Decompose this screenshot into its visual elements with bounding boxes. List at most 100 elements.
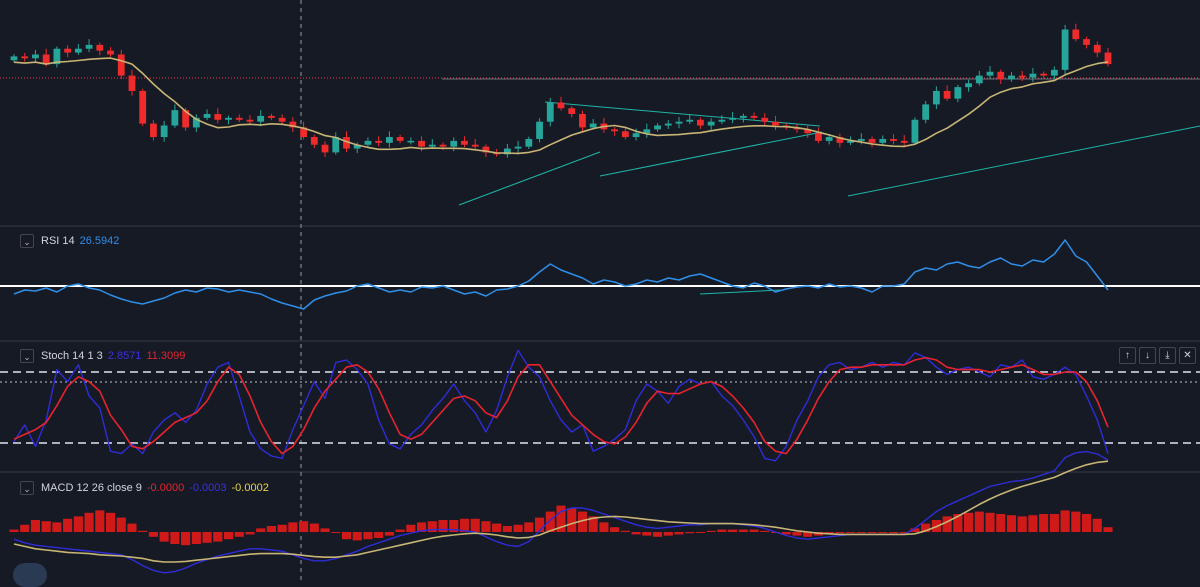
macd-histogram-bar <box>288 522 298 532</box>
macd-histogram-bar <box>223 532 234 540</box>
candle-body <box>815 133 822 141</box>
macd-histogram-bar <box>309 523 319 532</box>
macd-histogram-bar <box>685 532 695 534</box>
macd-histogram-bar <box>277 524 287 532</box>
macd-histogram-bar <box>470 518 480 532</box>
candle-body <box>943 90 951 99</box>
candle-body <box>718 119 726 122</box>
macd-histogram-bar <box>1092 518 1102 532</box>
macd-histogram-bar <box>599 522 609 532</box>
macd-histogram-bar <box>910 528 920 532</box>
macd-histogram-bar <box>52 522 62 532</box>
macd-histogram-bar <box>20 524 30 532</box>
macd-histogram-bar <box>1006 515 1017 532</box>
macd-line <box>13 450 1109 574</box>
candle-body <box>503 148 511 155</box>
macd-histogram-bar <box>105 512 116 532</box>
candle-body <box>654 125 661 130</box>
macd-histogram-bar <box>985 512 995 532</box>
candle-body <box>471 144 479 147</box>
macd-histogram-bar <box>738 529 748 532</box>
stoch-collapse-chevron-icon[interactable]: ⌄ <box>20 349 34 363</box>
candle-body <box>246 119 254 122</box>
candle-body <box>396 137 404 141</box>
candle-body <box>139 90 147 124</box>
macd-histogram-bar <box>1049 514 1059 532</box>
macd-histogram-bar <box>556 505 566 532</box>
macd-histogram-bar <box>545 511 555 532</box>
candle-body <box>482 146 490 153</box>
candle-body <box>772 121 779 126</box>
macd-histogram-bar <box>567 508 577 532</box>
macd-histogram-bar <box>406 524 416 532</box>
candle-body <box>385 137 393 143</box>
macd-histogram-bar <box>642 532 652 536</box>
tradingview-logo-icon[interactable] <box>13 563 47 587</box>
macd-histogram-bar <box>95 510 105 532</box>
rsi-collapse-chevron-icon[interactable]: ⌄ <box>20 234 34 248</box>
rsi-legend: ⌄ RSI 14 26.5942 <box>20 232 119 250</box>
candle-body <box>300 127 307 138</box>
move-pane-down-icon[interactable]: ↓ <box>1139 347 1156 364</box>
candle-body <box>461 140 468 145</box>
macd-histogram-bar <box>395 529 405 532</box>
candle-body <box>611 129 619 132</box>
macd-histogram-bar <box>888 532 899 534</box>
close-pane-icon[interactable]: ✕ <box>1179 347 1196 364</box>
macd-histogram-bar <box>534 517 545 532</box>
candle-body <box>117 54 125 76</box>
macd-hist-value: -0.0000 <box>146 482 185 494</box>
macd-histogram-bar <box>159 532 169 542</box>
candle-body <box>632 133 640 138</box>
candle-body <box>879 138 887 143</box>
candle-body <box>1050 69 1058 76</box>
macd-histogram-bar <box>299 521 309 532</box>
stoch-pane-controls: ↑ ↓ ⤓ ✕ <box>1119 347 1196 364</box>
candle-body <box>192 117 200 128</box>
macd-histogram-bar <box>127 523 137 532</box>
candle-body <box>407 140 415 143</box>
macd-histogram-bar <box>867 532 877 533</box>
candle-body <box>364 140 372 145</box>
candle-body <box>825 137 833 141</box>
candle-body <box>150 123 157 138</box>
macd-histogram-bar <box>116 517 126 532</box>
macd-histogram-bar <box>492 523 502 532</box>
candle-body <box>514 146 522 149</box>
macd-histogram-bar <box>781 532 791 535</box>
macd-histogram-bar <box>481 521 491 532</box>
macd-histogram-bar <box>1017 516 1027 532</box>
macd-collapse-chevron-icon[interactable]: ⌄ <box>20 481 34 495</box>
macd-histogram-bar <box>1028 515 1038 532</box>
candle-body <box>686 119 694 122</box>
candle-body <box>911 119 919 143</box>
candle-body <box>160 125 168 138</box>
macd-histogram-bar <box>942 516 952 532</box>
macd-histogram-bar <box>213 532 223 542</box>
candle-body <box>1040 73 1048 76</box>
moving-average-line <box>13 57 1109 155</box>
candle-body <box>428 144 436 147</box>
candle-body <box>857 138 865 141</box>
move-pane-up-icon[interactable]: ↑ <box>1119 347 1136 364</box>
stoch-d-value: 11.3099 <box>146 350 186 362</box>
macd-histogram-bar <box>652 532 663 537</box>
candle-body <box>74 48 82 53</box>
macd-histogram-bar <box>921 523 931 532</box>
candle-body <box>568 108 576 114</box>
trendline <box>458 151 601 206</box>
candle-body <box>1018 75 1026 78</box>
macd-histogram-bar <box>760 530 770 532</box>
collapse-pane-icon[interactable]: ⤓ <box>1159 347 1176 364</box>
macd-histogram-bar <box>256 528 266 532</box>
candle-body <box>761 117 769 122</box>
macd-histogram-bar <box>878 532 888 533</box>
candle-body <box>343 137 350 149</box>
candle-body <box>546 102 554 122</box>
macd-histogram-bar <box>996 514 1006 532</box>
macd-histogram-bar <box>1071 511 1081 532</box>
candle-body <box>203 114 211 118</box>
candle-body <box>621 131 629 138</box>
